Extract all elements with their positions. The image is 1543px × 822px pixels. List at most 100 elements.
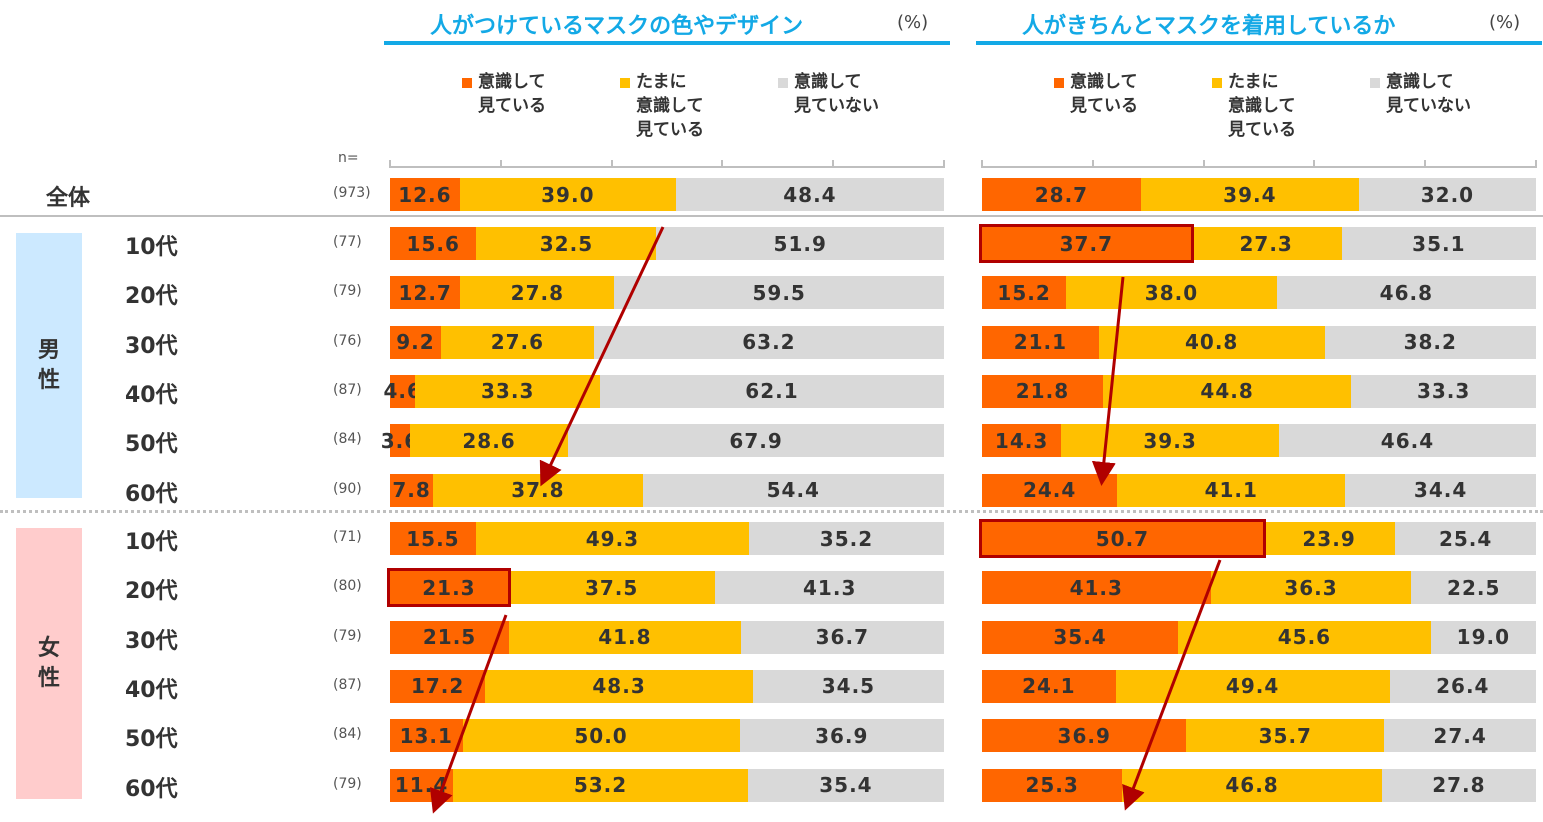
row-n: (87) <box>333 381 362 398</box>
row-label: 50代 <box>125 727 178 753</box>
bar-segment-sometimes: 27.6 <box>440 325 594 359</box>
bar-segment-not-aware: 27.8 <box>1381 768 1536 802</box>
legend-swatch <box>620 78 630 88</box>
row-label: 30代 <box>125 628 178 654</box>
row-label: 40代 <box>125 382 178 408</box>
bar-segment-aware: 25.3 <box>982 768 1123 802</box>
group-female-label: 女 性 <box>37 635 60 691</box>
stacked-bar: 9.2 27.6 63.2 <box>390 325 944 359</box>
data-label: 15.2 <box>997 280 1051 305</box>
data-label: 62.1 <box>745 379 799 404</box>
bar-segment-not-aware: 25.4 <box>1395 522 1536 555</box>
axis-tick <box>499 160 502 168</box>
data-label: 35.2 <box>819 526 874 551</box>
legend-label: 意識して 見ていない <box>794 72 879 116</box>
legend-label: 意識して 見ていない <box>1386 72 1471 116</box>
data-label: 48.4 <box>783 182 837 207</box>
data-label: 36.3 <box>1284 575 1338 600</box>
right-unit: (%) <box>1489 12 1521 33</box>
stacked-bar: 36.9 35.7 27.4 <box>982 719 1536 753</box>
data-label: 41.1 <box>1204 478 1258 502</box>
data-label: 27.4 <box>1433 723 1487 748</box>
group-female: 女 性 <box>16 528 82 799</box>
axis-tick <box>1313 160 1316 168</box>
bar-segment-aware: 24.1 <box>982 669 1116 703</box>
stacked-bar: 7.8 37.8 54.4 <box>390 473 944 507</box>
data-label: 17.2 <box>410 674 465 699</box>
stacked-bar: 25.3 46.8 27.8 <box>982 768 1536 802</box>
row-n: (90) <box>333 480 362 497</box>
bar-segment-sometimes: 40.8 <box>1098 325 1325 359</box>
data-label: 32.5 <box>539 231 594 256</box>
stacked-bar: 14.3 39.3 46.4 <box>982 424 1536 458</box>
legend-swatch <box>462 78 472 88</box>
data-label: 28.7 <box>1034 182 1089 207</box>
legend-label: 意識して 見ている <box>478 72 546 116</box>
bar-segment-sometimes: 44.8 <box>1102 374 1352 408</box>
axis-tick <box>721 160 724 168</box>
bar-segment-sometimes: 27.3 <box>1190 227 1342 260</box>
data-label: 26.4 <box>1436 674 1490 699</box>
stacked-bar: 37.7 27.3 35.1 <box>979 224 1536 263</box>
data-label: 33.3 <box>481 379 535 404</box>
axis-tick <box>1535 160 1537 168</box>
bar-segment-aware: 15.2 <box>982 276 1067 310</box>
trend-arrow <box>429 614 508 814</box>
bar-segment-aware: 35.4 <box>982 620 1179 654</box>
bar-segment-aware: 50.7 <box>979 519 1266 558</box>
bar-segment-sometimes: 28.6 <box>409 424 569 458</box>
bar-segment-aware: 9.2 <box>390 325 441 359</box>
bar-segment-not-aware: 63.2 <box>593 325 944 359</box>
data-label: 25.4 <box>1438 526 1493 551</box>
stacked-bar: 15.5 49.3 35.2 <box>390 522 944 555</box>
stacked-bar: 21.3 37.5 41.3 <box>387 568 944 608</box>
data-label: 4.6 <box>383 379 422 404</box>
bar-segment-aware: 15.5 <box>390 522 476 555</box>
bar-segment-not-aware: 34.5 <box>752 669 944 703</box>
data-label: 32.0 <box>1420 182 1475 207</box>
stacked-bar: 15.2 38.0 46.8 <box>982 276 1536 310</box>
bar-segment-sometimes: 39.0 <box>459 178 676 211</box>
data-label: 7.8 <box>392 478 431 502</box>
left-chart-title: 人がつけているマスクの色やデザイン <box>430 14 804 39</box>
legend-swatch <box>1054 78 1064 88</box>
bar-segment-sometimes: 36.3 <box>1210 571 1412 605</box>
row-n: (77) <box>333 234 362 250</box>
data-label: 37.5 <box>584 575 639 600</box>
stacked-bar: 13.1 50.0 36.9 <box>390 719 944 753</box>
bar-segment-not-aware: 46.8 <box>1276 276 1536 310</box>
bar-segment-not-aware: 27.4 <box>1384 719 1536 753</box>
data-label: 45.6 <box>1277 625 1332 650</box>
data-label: 38.2 <box>1403 330 1457 355</box>
row-label: 50代 <box>125 432 178 458</box>
bar-segment-not-aware: 59.5 <box>614 276 944 310</box>
data-label: 35.7 <box>1258 723 1312 748</box>
bar-segment-sometimes: 33.3 <box>415 374 600 408</box>
bar-segment-sometimes: 41.1 <box>1117 473 1346 507</box>
bar-segment-sometimes: 32.5 <box>476 227 657 260</box>
data-label: 63.2 <box>742 330 796 355</box>
bar-segment-aware: 17.2 <box>390 669 486 703</box>
axis-line <box>390 166 944 168</box>
total-separator <box>0 215 1543 217</box>
row-n: (80) <box>333 578 362 595</box>
bar-segment-sometimes: 45.6 <box>1178 620 1431 654</box>
bar-segment-aware: 14.3 <box>982 424 1062 458</box>
bar-segment-sometimes: 38.0 <box>1066 276 1277 310</box>
data-label: 34.5 <box>821 674 876 699</box>
trend-arrow <box>1122 559 1222 811</box>
right-chart-title: 人がきちんとマスクを着用しているか <box>1022 14 1396 39</box>
axis-tick <box>1091 160 1094 168</box>
data-label: 21.3 <box>422 575 476 600</box>
stacked-bar: 4.6 33.3 62.1 <box>384 374 944 408</box>
bar-segment-not-aware: 32.0 <box>1358 178 1536 211</box>
bar-segment-aware: 41.3 <box>982 571 1211 605</box>
row-label: 30代 <box>125 333 178 359</box>
bar-segment-not-aware: 51.9 <box>656 227 944 260</box>
bar-segment-sometimes: 48.3 <box>485 669 753 703</box>
row-n: (76) <box>333 332 362 349</box>
bar-segment-sometimes: 27.8 <box>460 276 615 310</box>
bar-segment-aware: 4.6 <box>384 374 421 408</box>
